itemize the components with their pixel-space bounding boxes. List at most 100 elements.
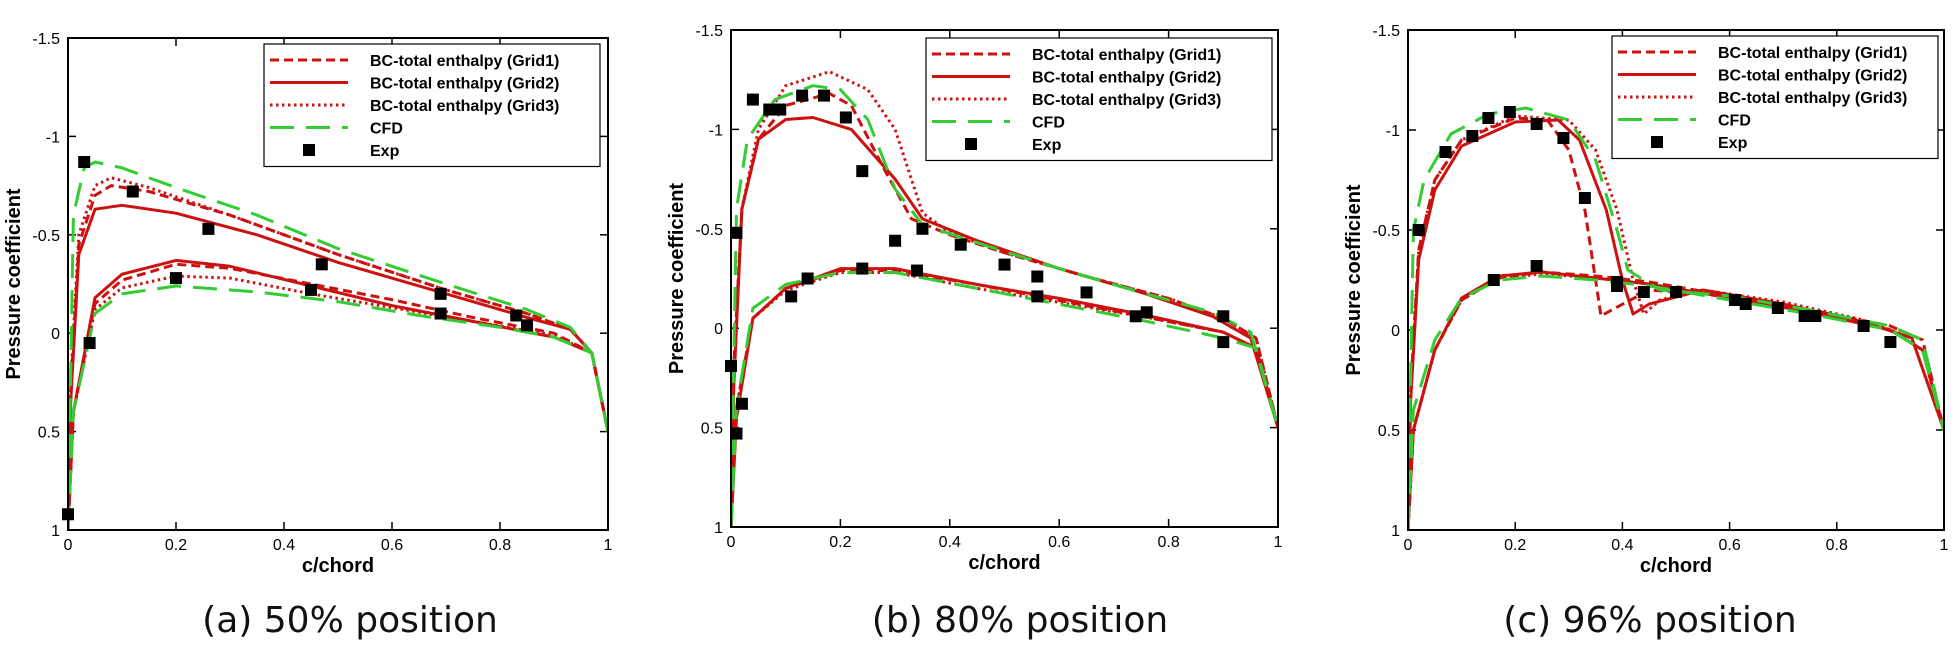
y-tick-label: -1 <box>1386 123 1400 140</box>
series-line-0-upper <box>68 184 608 530</box>
series-line-0-lower <box>1408 270 1944 530</box>
x-axis-label: c/chord <box>1640 555 1712 577</box>
exp-marker <box>434 307 447 320</box>
x-tick-label: 0.4 <box>273 537 295 554</box>
exp-marker <box>315 258 328 271</box>
chart-panel-1: 0 0.2 0.4 0.6 0.8 1 -1.5 -1 -0.5 0 0.5 1 c/chord Pres… <box>666 23 1283 574</box>
series-line-3-lower <box>68 284 608 530</box>
chart-panel-0: 0 0.2 0.4 0.6 0.8 1 -1.5 -1 -0.5 0 0.5 1 c/chord Pres… <box>3 31 613 577</box>
exp-marker <box>1031 290 1044 303</box>
y-tick-label: -1 <box>46 129 60 146</box>
legend-label: Exp <box>1718 135 1748 152</box>
x-tick-label: 0 <box>1404 537 1413 554</box>
x-tick-label: 0 <box>64 537 73 554</box>
exp-marker <box>510 309 523 322</box>
exp-marker <box>735 397 748 410</box>
y-tick-label: -0.5 <box>32 228 60 245</box>
exp-marker <box>910 264 923 277</box>
legend-label: CFD <box>1032 115 1065 132</box>
exp-marker <box>1530 260 1543 272</box>
plot-frame <box>67 37 609 531</box>
legend-label: BC-total enthalpy (Grid2) <box>370 76 559 93</box>
legend-label: Exp <box>370 143 400 160</box>
exp-marker <box>998 258 1011 271</box>
legend-box <box>925 37 1273 162</box>
x-axis-label: c/chord <box>302 555 374 577</box>
x-tick-label: 0.6 <box>381 537 403 554</box>
exp-marker <box>916 222 929 235</box>
exp-marker <box>1611 280 1624 292</box>
legend-label: BC-total enthalpy (Grid2) <box>1718 68 1907 85</box>
exp-marker <box>1578 192 1591 204</box>
series-line-3-upper <box>68 160 608 530</box>
legend-label: BC-total enthalpy (Grid1) <box>1032 47 1221 64</box>
exp-marker <box>1412 224 1425 236</box>
exp-marker <box>817 89 830 102</box>
series-line-1-upper <box>731 116 1278 527</box>
exp-marker <box>1670 286 1682 298</box>
exp-marker <box>1771 302 1784 314</box>
exp-marker <box>730 427 743 440</box>
exp-marker <box>1217 336 1230 349</box>
legend-label: CFD <box>1718 113 1751 130</box>
exp-marker <box>1637 286 1650 298</box>
exp-marker <box>746 93 759 106</box>
exp-marker <box>83 337 96 350</box>
y-tick-label: 1 <box>1391 523 1400 540</box>
caption-b: (b) 80% position <box>871 600 1169 641</box>
y-tick-label: -1.5 <box>695 23 723 40</box>
x-tick-label: 0.6 <box>1048 534 1070 551</box>
exp-marker <box>170 272 182 285</box>
exp-marker <box>774 103 787 116</box>
y-tick-label: 1 <box>714 520 723 537</box>
y-axis-label: Pressure coefficient <box>3 188 25 380</box>
exp-marker <box>839 111 852 124</box>
x-tick-label: 0.8 <box>1157 534 1179 551</box>
series-line-3-lower <box>1408 274 1944 530</box>
exp-marker <box>1809 310 1822 322</box>
exp-marker <box>1439 146 1452 158</box>
exp-marker <box>1557 132 1570 144</box>
legend-label: BC-total enthalpy (Grid2) <box>1032 70 1221 87</box>
exp-marker <box>954 238 967 251</box>
y-tick-label: -1 <box>709 122 723 139</box>
exp-marker <box>730 226 743 239</box>
exp-marker <box>1080 286 1093 299</box>
y-tick-label: 0 <box>1391 323 1400 340</box>
legend-swatch-exp <box>965 138 977 150</box>
series-group <box>1408 106 1944 530</box>
y-axis-label: Pressure coefficient <box>666 183 688 375</box>
x-axis-label: c/chord <box>968 552 1040 574</box>
x-tick-label: 0.2 <box>165 537 187 554</box>
x-tick-label: 0.2 <box>1504 537 1526 554</box>
series-group <box>68 160 608 530</box>
exp-marker <box>1487 274 1500 286</box>
exp-marker <box>785 290 798 303</box>
legend-label: BC-total enthalpy (Grid3) <box>1718 90 1907 107</box>
series-line-3-lower <box>731 271 1278 527</box>
exp-marker <box>521 319 533 332</box>
exp-marker <box>796 89 809 102</box>
plot-frame <box>1407 29 1945 531</box>
series-line-2-lower <box>1408 272 1944 530</box>
legend-label: BC-total enthalpy (Grid1) <box>370 53 559 70</box>
y-tick-label: -1.5 <box>32 31 60 48</box>
exp-marker <box>1482 112 1495 124</box>
exp-marker <box>856 262 869 275</box>
y-tick-label: -0.5 <box>1372 223 1400 240</box>
x-tick-label: 0.2 <box>829 534 851 551</box>
x-tick-label: 1 <box>1274 534 1283 551</box>
x-tick-label: 0.4 <box>939 534 961 551</box>
series-line-0-lower <box>68 262 608 530</box>
legend-label: BC-total enthalpy (Grid3) <box>370 98 559 115</box>
exp-marker <box>1129 310 1142 323</box>
exp-marker <box>801 272 814 285</box>
exp-marker <box>434 287 447 300</box>
series-group <box>731 70 1278 527</box>
y-tick-label: -0.5 <box>695 222 723 239</box>
x-tick-label: 1 <box>1940 537 1949 554</box>
exp-marker <box>1466 130 1479 142</box>
x-tick-label: 0.4 <box>1611 537 1633 554</box>
exp-marker <box>305 283 317 296</box>
